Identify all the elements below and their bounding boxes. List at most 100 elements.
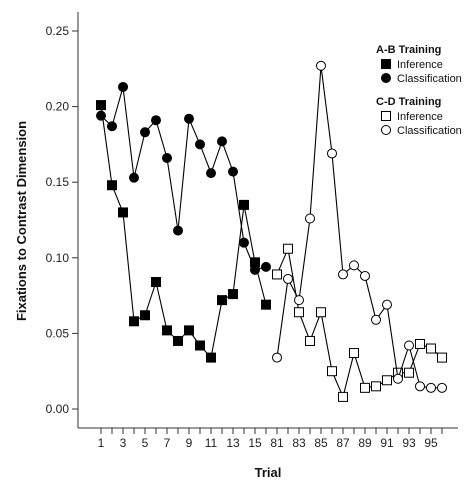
point-a-b-training-inference xyxy=(107,180,117,191)
point-c-d-training-classification xyxy=(371,314,381,325)
point-c-d-training-inference xyxy=(349,348,359,359)
x-tick-label: 7 xyxy=(164,436,171,450)
legend-label: Inference xyxy=(397,111,443,123)
point-a-b-training-inference xyxy=(261,299,271,310)
y-axis-title: Fixations to Contrast Dimension xyxy=(14,121,29,321)
point-a-b-training-classification xyxy=(261,261,271,272)
legend-label: Classification xyxy=(397,125,462,137)
point-a-b-training-classification xyxy=(195,139,205,150)
legend-label: Inference xyxy=(397,59,443,71)
point-a-b-training-classification xyxy=(239,237,249,248)
point-a-b-training-classification xyxy=(107,121,117,132)
point-c-d-training-inference xyxy=(305,335,315,346)
point-a-b-training-classification xyxy=(162,153,172,164)
x-tick-label: 95 xyxy=(424,436,438,450)
point-c-d-training-inference xyxy=(426,343,436,354)
point-c-d-training-inference xyxy=(294,307,304,318)
y-tick-label: 0.10 xyxy=(46,251,70,265)
point-a-b-training-inference xyxy=(162,325,172,336)
series-a-b-training-inference xyxy=(96,100,271,363)
point-c-d-training-inference xyxy=(360,382,370,393)
point-a-b-training-inference xyxy=(228,289,238,300)
point-c-d-training-classification xyxy=(316,60,326,71)
point-a-b-training-inference xyxy=(239,199,249,210)
point-a-b-training-classification xyxy=(217,136,227,147)
y-tick-label: 0.20 xyxy=(46,100,70,114)
point-a-b-training-inference xyxy=(206,352,216,363)
point-c-d-training-classification xyxy=(283,273,293,284)
series-layer xyxy=(96,60,447,402)
x-tick-label: 9 xyxy=(186,436,193,450)
point-c-d-training-classification xyxy=(393,373,403,384)
series-c-d-training-inference xyxy=(272,243,447,402)
point-a-b-training-inference xyxy=(195,340,205,351)
point-a-b-training-classification xyxy=(173,225,183,236)
point-a-b-training-inference xyxy=(151,276,161,287)
point-c-d-training-classification xyxy=(338,269,348,280)
x-tick-label: 85 xyxy=(314,436,328,450)
y-tick-label: 0.15 xyxy=(46,175,70,189)
point-a-b-training-inference xyxy=(118,207,128,218)
point-c-d-training-classification xyxy=(294,295,304,306)
x-tick-label: 87 xyxy=(336,436,350,450)
point-c-d-training-inference xyxy=(371,381,381,392)
x-tick-label: 15 xyxy=(248,436,262,450)
series-c-d-training-classification xyxy=(272,60,447,393)
x-tick-label: 91 xyxy=(380,436,394,450)
series-line-c-d-training-inference xyxy=(276,246,443,399)
point-c-d-training-classification xyxy=(382,299,392,310)
point-c-d-training-classification xyxy=(349,260,359,271)
legend-group-title: C-D Training xyxy=(376,96,441,108)
legend-marker xyxy=(381,73,391,83)
point-a-b-training-inference xyxy=(217,295,227,306)
series-line-a-b-training-classification xyxy=(100,86,267,271)
legend: A-B Training Inference Classification C-D T… xyxy=(376,44,462,137)
point-c-d-training-inference xyxy=(283,243,293,254)
x-tick-label: 3 xyxy=(120,436,127,450)
x-tick-label: 13 xyxy=(226,436,240,450)
point-a-b-training-inference xyxy=(96,100,106,111)
series-line-c-d-training-classification xyxy=(276,65,442,389)
point-c-d-training-inference xyxy=(437,352,447,363)
point-a-b-training-classification xyxy=(184,113,194,124)
point-c-d-training-inference xyxy=(415,338,425,349)
point-c-d-training-inference xyxy=(316,307,326,318)
x-tick-label: 81 xyxy=(270,436,284,450)
point-c-d-training-inference xyxy=(327,366,337,377)
x-tick-label: 89 xyxy=(358,436,372,450)
point-c-d-training-inference xyxy=(404,367,414,378)
point-a-b-training-classification xyxy=(140,127,150,138)
point-a-b-training-classification xyxy=(96,110,106,121)
point-a-b-training-classification xyxy=(228,166,238,177)
series-line-a-b-training-inference xyxy=(100,105,267,359)
legend-label: Classification xyxy=(397,73,462,85)
legend-marker xyxy=(381,125,391,135)
legend-marker xyxy=(381,59,391,69)
point-a-b-training-classification xyxy=(206,168,216,179)
point-c-d-training-classification xyxy=(360,270,370,281)
x-tick-label: 5 xyxy=(142,436,149,450)
y-tick-label: 0.25 xyxy=(46,24,70,38)
x-tick-label: 93 xyxy=(402,436,416,450)
x-axis-title: Trial xyxy=(255,465,282,480)
point-c-d-training-inference xyxy=(272,269,282,280)
axes: 0.000.050.100.150.200.251 3 5 7 9 11 13 15 81 83 8… xyxy=(46,12,458,450)
point-a-b-training-inference xyxy=(140,310,150,321)
point-a-b-training-classification xyxy=(129,172,139,183)
point-a-b-training-classification xyxy=(151,115,161,126)
point-c-d-training-classification xyxy=(437,382,447,393)
series-a-b-training-classification xyxy=(96,81,271,275)
point-c-d-training-classification xyxy=(272,352,282,363)
point-a-b-training-classification xyxy=(118,81,128,92)
point-a-b-training-inference xyxy=(173,335,183,346)
x-tick-label: 11 xyxy=(205,436,218,450)
y-tick-label: 0.05 xyxy=(46,326,70,340)
point-c-d-training-inference xyxy=(338,391,348,402)
point-c-d-training-classification xyxy=(305,213,315,224)
point-a-b-training-classification xyxy=(250,264,260,275)
y-tick-label: 0.00 xyxy=(46,402,70,416)
point-c-d-training-classification xyxy=(327,148,337,159)
point-c-d-training-inference xyxy=(382,375,392,386)
x-tick-label: 1 xyxy=(98,436,105,450)
